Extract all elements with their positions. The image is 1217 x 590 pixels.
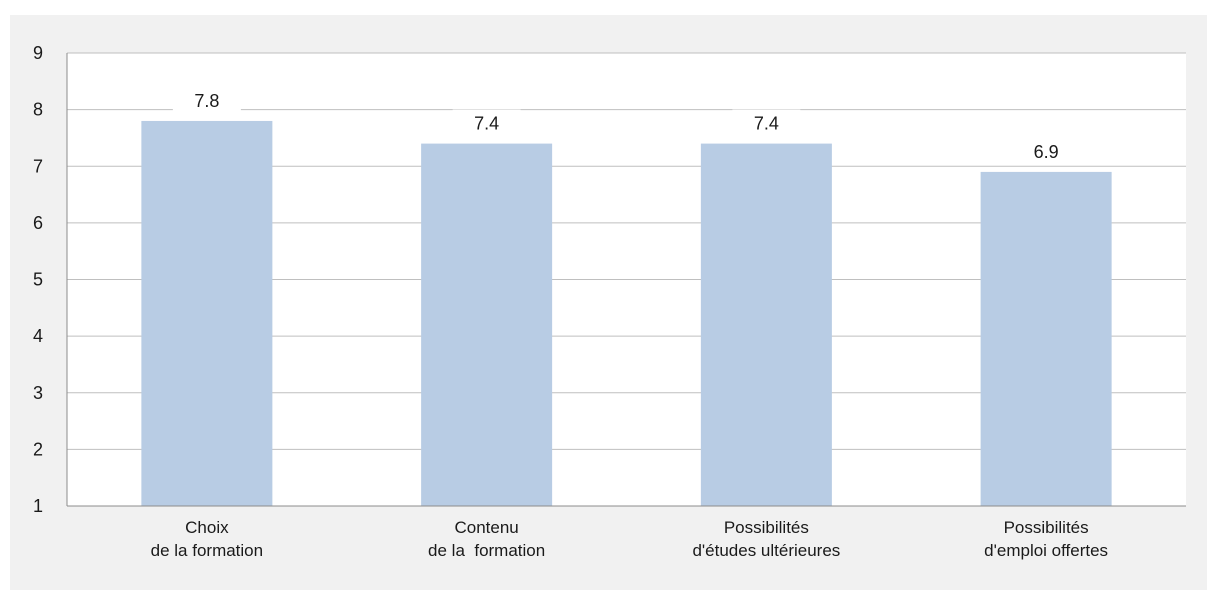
y-tick-label: 4	[33, 326, 43, 346]
x-category-label: d'emploi offertes	[984, 541, 1108, 560]
value-label-background	[452, 109, 521, 136]
x-category-label: Possibilités	[724, 518, 809, 537]
y-tick-label: 7	[33, 156, 43, 176]
chart-frame: 7.8 7.4 7.4 6.9 1 2 3 4 5 6 7 8 9 Choix de la format…	[10, 15, 1207, 590]
bar-chart: 7.8 7.4 7.4 6.9 1 2 3 4 5 6 7 8 9 Choix de la format…	[33, 43, 1186, 560]
x-category-label: d'études ultérieures	[692, 541, 840, 560]
bar	[141, 120, 273, 506]
y-tick-label: 3	[33, 383, 43, 403]
y-tick-label: 6	[33, 213, 43, 233]
bar	[700, 143, 832, 506]
bar-value-label: 7.4	[754, 114, 779, 134]
bar	[421, 143, 553, 506]
x-axis-categories: Choix de la formation Contenu de la formati…	[151, 518, 1108, 560]
bar	[980, 171, 1112, 506]
y-tick-label: 1	[33, 496, 43, 516]
x-category-label: de la formation	[151, 541, 263, 560]
y-tick-label: 2	[33, 439, 43, 459]
bar-value-label: 6.9	[1034, 142, 1059, 162]
value-label-background	[1012, 137, 1081, 164]
value-label-background	[172, 86, 241, 113]
x-category-label: Choix	[185, 518, 229, 537]
x-category-label: Possibilités	[1004, 518, 1089, 537]
bar-value-label: 7.4	[474, 114, 499, 134]
y-tick-label: 9	[33, 43, 43, 63]
bar-value-label: 7.8	[194, 91, 219, 111]
x-category-label: Contenu	[454, 518, 518, 537]
value-labels: 7.8 7.4 7.4 6.9	[172, 86, 1081, 164]
y-tick-label: 5	[33, 270, 43, 290]
bars	[141, 120, 1112, 506]
y-tick-label: 8	[33, 100, 43, 120]
value-label-background	[732, 109, 801, 136]
x-category-label: de la formation	[428, 541, 545, 560]
y-axis-ticks: 1 2 3 4 5 6 7 8 9	[33, 43, 43, 516]
